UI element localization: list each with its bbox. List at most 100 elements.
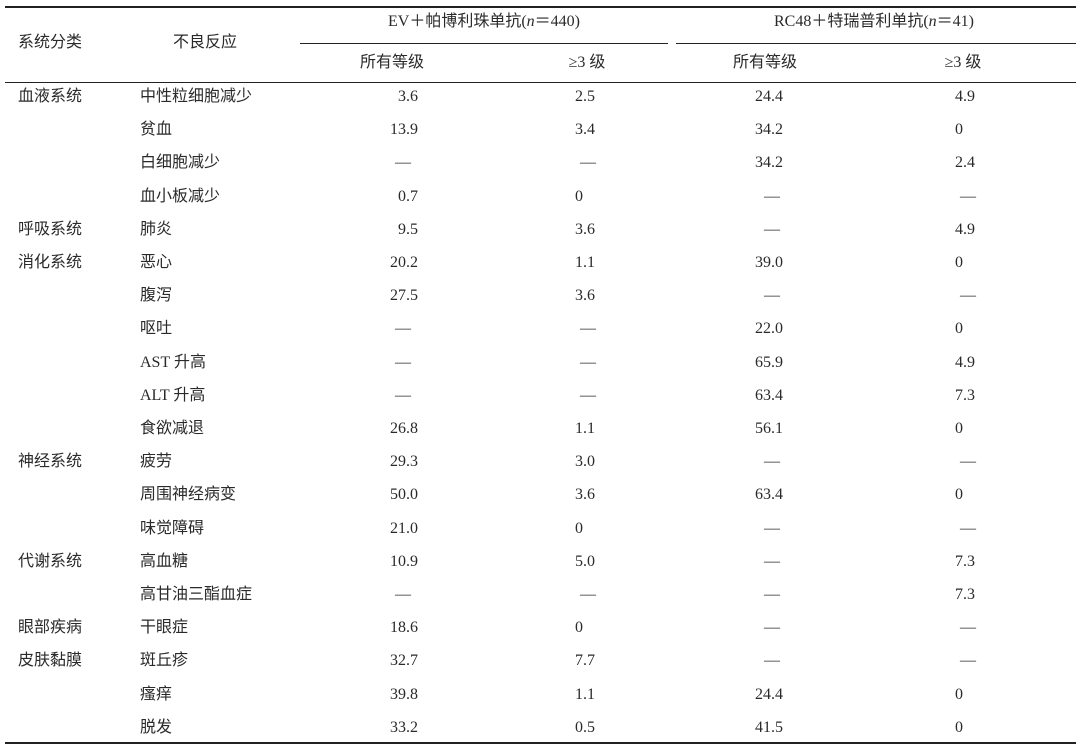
cell-rc-all: — <box>764 287 780 305</box>
cell-ev-all: 29.3 <box>390 453 418 471</box>
cell-rc-all: — <box>764 187 780 205</box>
cell-reaction: 高甘油三酯血症 <box>140 586 253 603</box>
cell-ev-g3: 3.6 <box>575 287 595 305</box>
cell-reaction: 贫血 <box>140 121 173 139</box>
cell-system: 血液系统 <box>18 88 83 105</box>
header-ev-g3: ≥3 级 <box>568 54 606 71</box>
header-rc-all: 所有等级 <box>732 54 798 71</box>
cell-ev-all: — <box>395 386 411 404</box>
cell-reaction: 脱发 <box>140 718 173 736</box>
bottom-rule <box>5 742 1076 744</box>
cell-system: 代谢系统 <box>18 552 83 570</box>
cell-rc-g3: — <box>960 187 976 205</box>
cell-reaction: 血小板减少 <box>140 187 221 205</box>
group1-n: n <box>526 13 535 30</box>
cell-reaction: 高血糖 <box>140 552 189 570</box>
cell-ev-all: 39.8 <box>390 685 418 703</box>
cell-ev-all: 18.6 <box>390 619 418 637</box>
cell-rc-all: 39.0 <box>755 254 783 271</box>
cell-rc-g3: 0 <box>955 718 963 736</box>
cell-rc-all: — <box>764 453 780 471</box>
cell-rc-g3: 0 <box>955 486 963 504</box>
header-rc-g3: ≥3 级 <box>944 54 982 71</box>
header-group2: RC48＋特瑞普利单抗(n＝41) <box>774 12 974 32</box>
cell-rc-g3: 7.3 <box>955 586 975 603</box>
cell-ev-g3: 0 <box>575 519 583 537</box>
cell-reaction: AST 升高 <box>140 353 206 371</box>
cell-ev-g3: 1.1 <box>575 685 595 703</box>
cell-rc-all: 65.9 <box>755 353 783 371</box>
cell-rc-g3: 7.3 <box>955 386 975 404</box>
cell-ev-g3: 2.5 <box>575 88 595 105</box>
cell-ev-g3: 3.4 <box>575 121 595 139</box>
cell-system: 消化系统 <box>18 254 83 271</box>
cell-rc-all: 22.0 <box>755 320 783 338</box>
cell-rc-all: 34.2 <box>755 154 783 172</box>
cell-rc-g3: 4.9 <box>955 88 975 105</box>
cell-ev-g3: 1.1 <box>575 254 595 271</box>
cell-system: 皮肤黏膜 <box>18 652 83 670</box>
cell-reaction: 白细胞减少 <box>140 154 221 172</box>
cell-reaction: 斑丘疹 <box>140 652 189 670</box>
cell-reaction: 周围神经病变 <box>140 486 237 504</box>
group1-rule <box>300 43 668 44</box>
header-ev-all: 所有等级 <box>359 54 425 71</box>
top-rule <box>5 6 1076 8</box>
cell-ev-g3: — <box>580 320 596 338</box>
cell-ev-g3: 3.6 <box>575 220 595 238</box>
group1-n-value: ＝440) <box>534 13 581 30</box>
cell-ev-g3: — <box>580 386 596 404</box>
cell-ev-g3: 3.6 <box>575 486 595 504</box>
cell-ev-all: 9.5 <box>398 220 418 238</box>
cell-ev-g3: 0 <box>575 187 583 205</box>
cell-rc-g3: 0 <box>955 685 963 703</box>
cell-reaction: ALT 升高 <box>140 386 206 404</box>
cell-ev-g3: 3.0 <box>575 453 595 471</box>
cell-reaction: 食欲减退 <box>140 420 205 437</box>
cell-ev-all: 21.0 <box>390 519 418 537</box>
cell-rc-g3: 0 <box>955 320 963 338</box>
cell-rc-g3: 0 <box>955 121 963 139</box>
group1-label: EV＋帕博利珠单抗( <box>387 13 527 30</box>
cell-reaction: 瘙痒 <box>140 685 173 703</box>
cell-rc-g3: 0 <box>955 254 963 271</box>
cell-rc-g3: 7.3 <box>955 552 975 570</box>
cell-ev-all: 32.7 <box>390 652 418 670</box>
header-system: 系统分类 <box>18 34 83 51</box>
cell-rc-all: 24.4 <box>755 88 783 105</box>
group2-n-value: ＝41) <box>936 13 975 30</box>
cell-rc-g3: — <box>960 287 976 305</box>
cell-ev-all: 26.8 <box>390 420 418 437</box>
cell-ev-all: — <box>395 320 411 338</box>
cell-ev-g3: 1.1 <box>575 420 595 437</box>
cell-ev-all: 10.9 <box>390 552 418 570</box>
cell-rc-g3: — <box>960 619 976 637</box>
cell-rc-all: 34.2 <box>755 121 783 139</box>
cell-rc-all: 63.4 <box>755 486 783 504</box>
cell-rc-all: 24.4 <box>755 685 783 703</box>
header-rule <box>5 82 1076 83</box>
cell-rc-all: 63.4 <box>755 386 783 404</box>
cell-rc-all: — <box>764 519 780 537</box>
cell-rc-g3: 0 <box>955 420 963 437</box>
cell-rc-g3: — <box>960 652 976 670</box>
cell-ev-all: 0.7 <box>398 187 418 205</box>
cell-ev-g3: 0.5 <box>575 718 595 736</box>
cell-reaction: 肺炎 <box>140 220 173 238</box>
cell-system: 呼吸系统 <box>18 220 83 238</box>
group2-label: RC48＋特瑞普利单抗( <box>773 13 929 30</box>
cell-ev-g3: — <box>580 586 596 603</box>
cell-rc-all: — <box>764 652 780 670</box>
cell-ev-g3: 5.0 <box>575 552 595 570</box>
cell-ev-g3: — <box>580 353 596 371</box>
header-reaction: 不良反应 <box>172 34 238 51</box>
cell-rc-g3: — <box>960 453 976 471</box>
cell-rc-g3: — <box>960 519 976 537</box>
header-group1: EV＋帕博利珠单抗(n＝440) <box>388 12 580 32</box>
group2-rule <box>676 43 1076 44</box>
cell-ev-g3: 0 <box>575 619 583 637</box>
cell-ev-all: — <box>395 586 411 603</box>
cell-rc-all: — <box>764 552 780 570</box>
cell-rc-g3: 4.9 <box>955 353 975 371</box>
cell-ev-all: 20.2 <box>390 254 418 271</box>
